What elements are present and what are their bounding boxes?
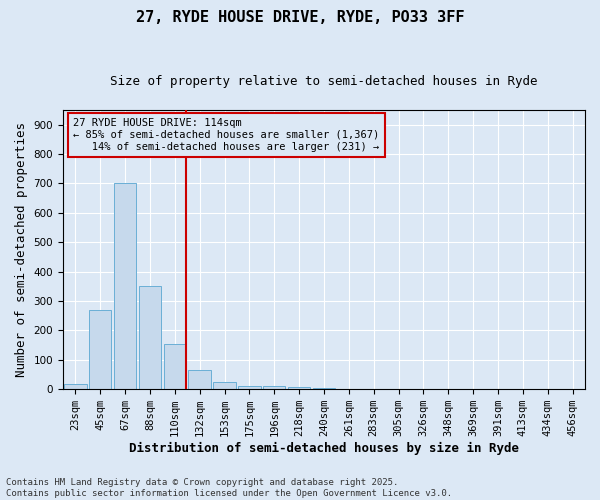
X-axis label: Distribution of semi-detached houses by size in Ryde: Distribution of semi-detached houses by … (129, 442, 519, 455)
Bar (214, 382, 236, 389)
Bar (263, 386, 286, 389)
Bar (139, 286, 161, 389)
Text: 27 RYDE HOUSE DRIVE: 114sqm
← 85% of semi-detached houses are smaller (1,367)
  : 27 RYDE HOUSE DRIVE: 114sqm ← 85% of sem… (73, 118, 380, 152)
Text: Contains HM Land Registry data © Crown copyright and database right 2025.
Contai: Contains HM Land Registry data © Crown c… (6, 478, 452, 498)
Bar (64, 384, 86, 389)
Bar (89, 310, 112, 389)
Y-axis label: Number of semi-detached properties: Number of semi-detached properties (15, 122, 28, 377)
Bar (188, 370, 211, 389)
Text: 27, RYDE HOUSE DRIVE, RYDE, PO33 3FF: 27, RYDE HOUSE DRIVE, RYDE, PO33 3FF (136, 10, 464, 25)
Bar (114, 184, 136, 389)
Bar (288, 387, 310, 389)
Title: Size of property relative to semi-detached houses in Ryde: Size of property relative to semi-detach… (110, 75, 538, 88)
Bar (313, 388, 335, 389)
Bar (164, 344, 186, 389)
Bar (338, 388, 360, 389)
Bar (238, 386, 260, 389)
